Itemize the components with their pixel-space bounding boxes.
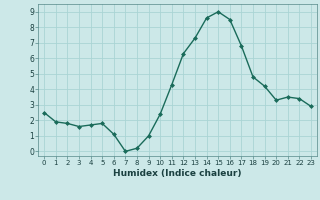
X-axis label: Humidex (Indice chaleur): Humidex (Indice chaleur) <box>113 169 242 178</box>
